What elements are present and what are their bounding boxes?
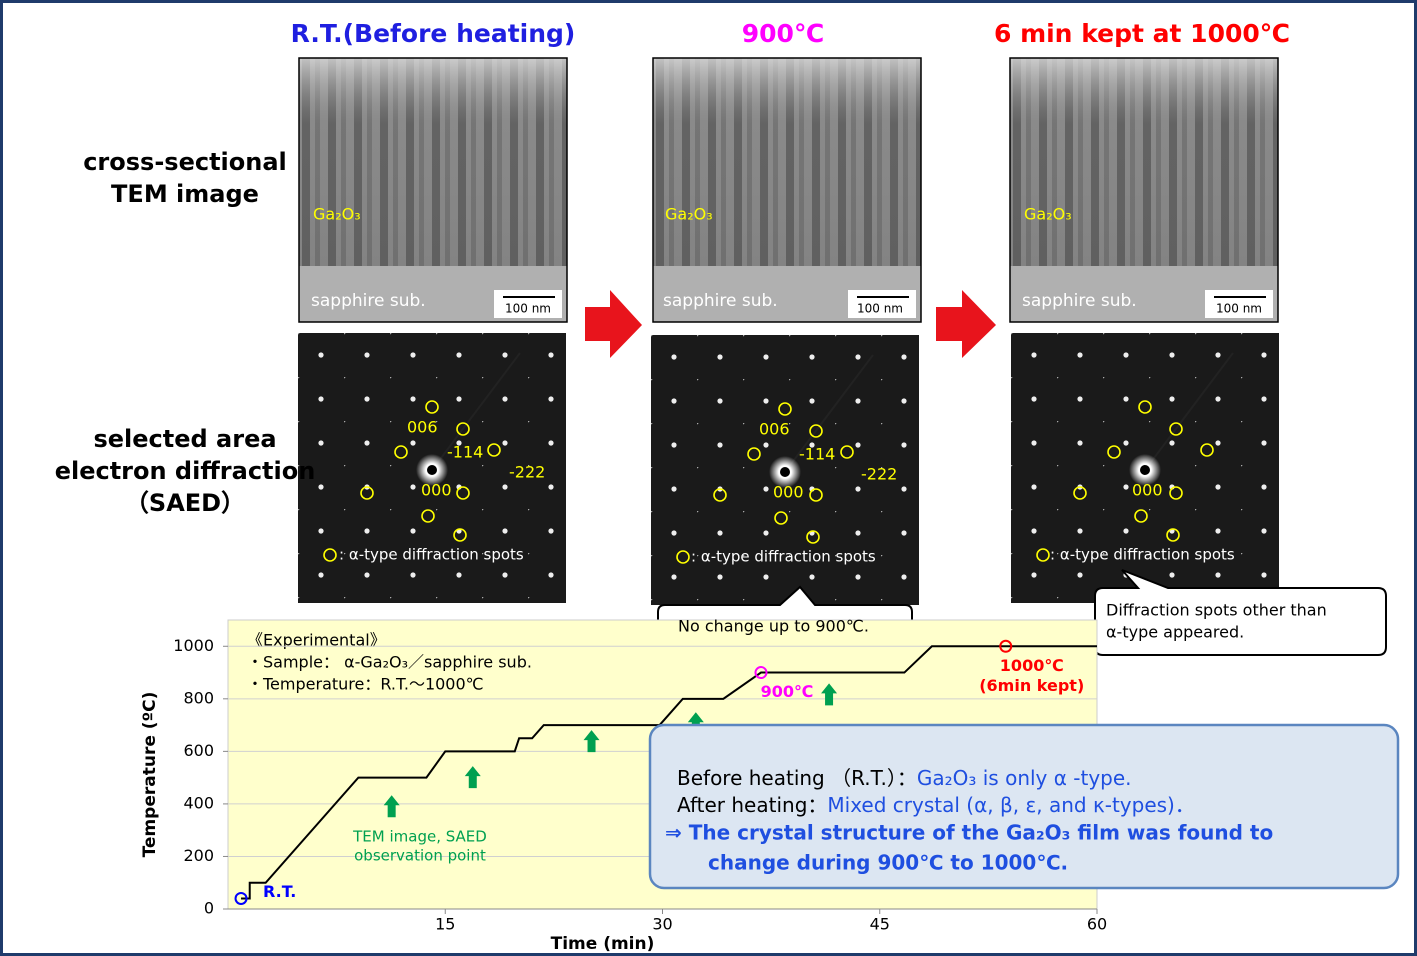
x-tick-label: 60 xyxy=(1087,915,1107,934)
callout-text: α-type appeared. xyxy=(1106,623,1244,642)
column-title: R.T.(Before heating) xyxy=(291,19,576,48)
callout-text: Diffraction spots other than xyxy=(1106,601,1327,620)
point-sublabel: (6min kept) xyxy=(979,676,1084,695)
spot-legend: : α-type diffraction spots xyxy=(691,548,876,566)
tem-image xyxy=(1010,58,1278,322)
y-tick-label: 400 xyxy=(183,793,214,812)
y-tick-label: 0 xyxy=(204,899,214,918)
substrate-label: sapphire sub. xyxy=(663,291,778,311)
text: Ga₂O₃ is only α -type. xyxy=(917,766,1132,790)
row-label: selected area xyxy=(93,425,276,453)
y-tick-label: 200 xyxy=(183,846,214,865)
spot-label: -114 xyxy=(799,445,835,464)
text: Mixed crystal (α, β, ε, and κ-types)． xyxy=(827,793,1194,817)
spot-legend: : α-type diffraction spots xyxy=(1050,546,1235,564)
summary-line: After heating：Mixed crystal (α, β, ε, an… xyxy=(677,793,1195,817)
summary-line: Before heating （R.T.）：Ga₂O₃ is only α -t… xyxy=(677,766,1132,790)
callout-text: No change up to 900℃. xyxy=(678,617,869,636)
column-title: 6 min kept at 1000℃ xyxy=(994,19,1290,48)
tem-image xyxy=(299,58,567,322)
point-label: R.T. xyxy=(263,882,296,901)
point-label: 1000℃ xyxy=(1000,656,1064,675)
scale-label: 100 nm xyxy=(505,302,551,316)
conclusion: change during 900℃ to 1000℃. xyxy=(708,851,1068,875)
spot-label: 000 xyxy=(421,481,452,500)
y-axis-title: Temperature (ºC) xyxy=(140,692,160,858)
scale-label: 100 nm xyxy=(1216,302,1262,316)
scale-label: 100 nm xyxy=(857,302,903,316)
spot-label: -222 xyxy=(861,465,897,484)
figure: 《Experimental》・Sample： α-Ga₂O₃／sapphire … xyxy=(0,0,1417,956)
y-tick-label: 800 xyxy=(183,688,214,707)
experimental-text: ・Sample： α-Ga₂O₃／sapphire sub. xyxy=(247,653,532,672)
row-label: TEM image xyxy=(111,180,259,208)
substrate-label: sapphire sub. xyxy=(1022,291,1137,311)
spot-label: 000 xyxy=(1132,481,1163,500)
point-label: 900℃ xyxy=(761,682,814,701)
text: After heating： xyxy=(677,793,827,817)
x-axis-title: Time (min) xyxy=(551,934,655,954)
film-label: Ga₂O₃ xyxy=(665,205,713,224)
conclusion: ⇒ The crystal structure of the Ga₂O₃ fil… xyxy=(665,821,1273,845)
spot-label: 000 xyxy=(773,483,804,502)
y-tick-label: 600 xyxy=(183,741,214,760)
x-tick-label: 15 xyxy=(435,915,455,934)
row-label: cross-sectional xyxy=(83,148,287,176)
spot-label: 006 xyxy=(407,418,438,437)
experimental-text: ・Temperature：R.T.～1000℃ xyxy=(247,675,484,694)
x-tick-label: 30 xyxy=(652,915,672,934)
spot-label: -222 xyxy=(509,463,545,482)
y-tick-label: 1000 xyxy=(173,636,214,655)
spot-label: -114 xyxy=(447,443,483,462)
tem-image xyxy=(653,58,921,322)
film-label: Ga₂O₃ xyxy=(313,205,361,224)
film-label: Ga₂O₃ xyxy=(1024,205,1072,224)
spot-label: 006 xyxy=(759,420,790,439)
observation-label: TEM image, SAED xyxy=(352,828,487,846)
row-label: （SAED） xyxy=(125,489,245,517)
x-tick-label: 45 xyxy=(870,915,890,934)
spot-legend: : α-type diffraction spots xyxy=(339,546,524,564)
observation-label: observation point xyxy=(354,847,486,865)
column-title: 900℃ xyxy=(742,19,824,48)
row-label: electron diffraction xyxy=(55,457,316,485)
text: Before heating （R.T.）： xyxy=(677,766,917,790)
substrate-label: sapphire sub. xyxy=(311,291,426,311)
